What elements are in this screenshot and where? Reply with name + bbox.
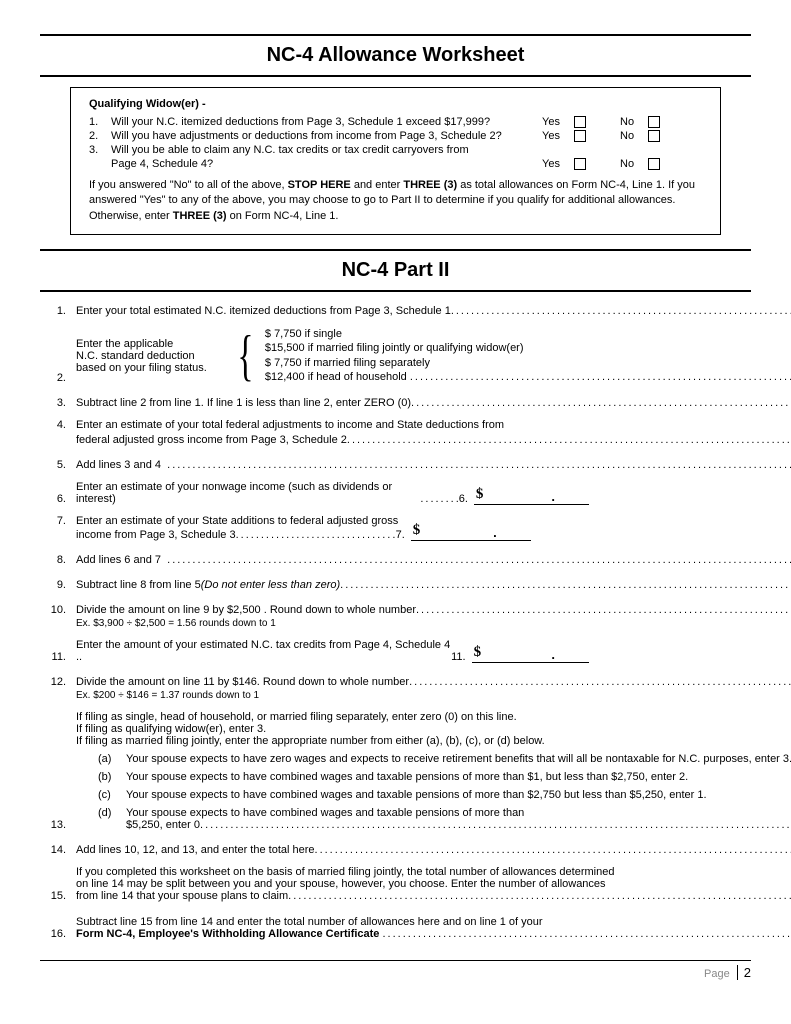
line-9: 9. Subtract line 8 from line 5 (Do not e… bbox=[40, 576, 751, 591]
line-12-example: Ex. $200 ÷ $146 = 1.37 rounds down to 1 bbox=[76, 690, 751, 701]
box-heading: Qualifying Widow(er) - bbox=[89, 98, 702, 110]
q1-text: Will your N.C. itemized deductions from … bbox=[111, 116, 542, 128]
q2-text: Will you have adjustments or deductions … bbox=[111, 130, 542, 142]
q2-no-checkbox[interactable] bbox=[648, 130, 660, 142]
q1-yes-checkbox[interactable] bbox=[574, 116, 586, 128]
line-11-text: Enter the amount of your estimated N.C. … bbox=[76, 639, 451, 663]
q3-no-checkbox[interactable] bbox=[648, 158, 660, 170]
line-7-amount[interactable]: $. bbox=[411, 527, 531, 541]
line-16: 16. Subtract line 15 from line 14 and en… bbox=[40, 916, 751, 940]
line-15: 15. If you completed this worksheet on t… bbox=[40, 866, 751, 902]
line-2-options: $ 7,750 if single $15,500 if married fil… bbox=[265, 327, 791, 384]
line-15-c: from line 14 that your spouse plans to c… bbox=[76, 890, 288, 902]
line-16-a: Subtract line 15 from line 14 and enter … bbox=[76, 916, 791, 928]
q3-no: No bbox=[620, 158, 634, 170]
line-5-text: Add lines 3 and 4 bbox=[76, 459, 161, 471]
line-13-opt-d: Your spouse expects to have combined wag… bbox=[126, 807, 791, 831]
line-8-text: Add lines 6 and 7 bbox=[76, 554, 161, 566]
line-13: 13. If filing as single, head of househo… bbox=[40, 711, 751, 831]
q3-yes: Yes bbox=[542, 158, 560, 170]
line-7-text-a: Enter an estimate of your State addition… bbox=[76, 515, 589, 527]
q1-no-checkbox[interactable] bbox=[648, 116, 660, 128]
brace-icon: { bbox=[237, 332, 253, 380]
q3-text-b: Page 4, Schedule 4? bbox=[111, 158, 542, 170]
line-5: 5. Add lines 3 and 4 5. $. bbox=[40, 456, 751, 471]
line-16-b: Form NC-4, Employee's Withholding Allowa… bbox=[76, 928, 379, 940]
line-10: 10. Divide the amount on line 9 by $2,50… bbox=[40, 601, 751, 616]
line-14-text: Add lines 10, 12, and 13, and enter the … bbox=[76, 844, 315, 856]
line-6-amount[interactable]: $. bbox=[474, 491, 589, 505]
line-3: 3. Subtract line 2 from line 1. If line … bbox=[40, 394, 751, 409]
line-8: 8. Add lines 6 and 7 8. $. bbox=[40, 551, 751, 566]
line-14: 14. Add lines 10, 12, and 13, and enter … bbox=[40, 841, 751, 856]
line-12-text: Divide the amount on line 11 by $146. Ro… bbox=[76, 676, 409, 688]
line-7-text-b: income from Page 3, Schedule 3 bbox=[76, 529, 236, 541]
q2-yes: Yes bbox=[542, 130, 560, 142]
line-4-text-b: federal adjusted gross income from Page … bbox=[76, 434, 347, 446]
q3-yes-checkbox[interactable] bbox=[574, 158, 586, 170]
q1-no: No bbox=[620, 116, 634, 128]
line-15-b: on line 14 may be split between you and … bbox=[76, 878, 791, 890]
line-11-amount[interactable]: $. bbox=[472, 649, 589, 663]
top-rule bbox=[40, 34, 751, 36]
line-10-text: Divide the amount on line 9 by $2,500 . … bbox=[76, 604, 416, 616]
line-13-b: If filing as qualifying widow(er), enter… bbox=[76, 723, 791, 735]
line-11: 11. Enter the amount of your estimated N… bbox=[40, 639, 751, 663]
q2-num: 2. bbox=[89, 130, 111, 142]
title-allowance: NC-4 Allowance Worksheet bbox=[40, 44, 751, 67]
mid-rule bbox=[40, 249, 751, 251]
q3-text-a: Will you be able to claim any N.C. tax c… bbox=[111, 144, 542, 156]
q3-num: 3. bbox=[89, 144, 111, 156]
line-13-a: If filing as single, head of household, … bbox=[76, 711, 791, 723]
footer: Page 2 bbox=[40, 960, 751, 980]
stop-instruction: If you answered "No" to all of the above… bbox=[89, 178, 702, 224]
line-13-opt-c: Your spouse expects to have combined wag… bbox=[126, 789, 791, 801]
title-part2: NC-4 Part II bbox=[40, 259, 751, 282]
qualifying-box: Qualifying Widow(er) - 1. Will your N.C.… bbox=[70, 87, 721, 235]
line-3-text: Subtract line 2 from line 1. If line 1 i… bbox=[76, 397, 411, 409]
line-10-example: Ex. $3,900 ÷ $2,500 = 1.56 rounds down t… bbox=[76, 618, 751, 629]
line-1-text: Enter your total estimated N.C. itemized… bbox=[76, 305, 451, 317]
line-15-a: If you completed this worksheet on the b… bbox=[76, 866, 791, 878]
line-4-text-a: Enter an estimate of your total federal … bbox=[76, 419, 589, 431]
line-2-left: Enter the applicable N.C. standard deduc… bbox=[76, 338, 226, 374]
line-7: 7. Enter an estimate of your State addit… bbox=[40, 515, 751, 527]
q1-num: 1. bbox=[89, 116, 111, 128]
line-6: 6. Enter an estimate of your nonwage inc… bbox=[40, 481, 751, 505]
line-2: 2. Enter the applicable N.C. standard de… bbox=[40, 327, 751, 384]
mid-rule-2 bbox=[40, 290, 751, 292]
q2-no: No bbox=[620, 130, 634, 142]
line-13-opt-b: Your spouse expects to have combined wag… bbox=[126, 771, 791, 783]
line-13-opt-a: Your spouse expects to have zero wages a… bbox=[126, 753, 791, 765]
top-rule-2 bbox=[40, 75, 751, 77]
line-12: 12. Divide the amount on line 11 by $146… bbox=[40, 673, 751, 688]
line-4: 4. Enter an estimate of your total feder… bbox=[40, 419, 751, 431]
q1-yes: Yes bbox=[542, 116, 560, 128]
line-6-text: Enter an estimate of your nonwage income… bbox=[76, 481, 420, 505]
line-1: 1. Enter your total estimated N.C. itemi… bbox=[40, 302, 751, 317]
line-13-c: If filing as married filing jointly, ent… bbox=[76, 735, 791, 747]
line-9-text: Subtract line 8 from line 5 bbox=[76, 579, 201, 591]
q2-yes-checkbox[interactable] bbox=[574, 130, 586, 142]
page-number: 2 bbox=[737, 965, 751, 980]
